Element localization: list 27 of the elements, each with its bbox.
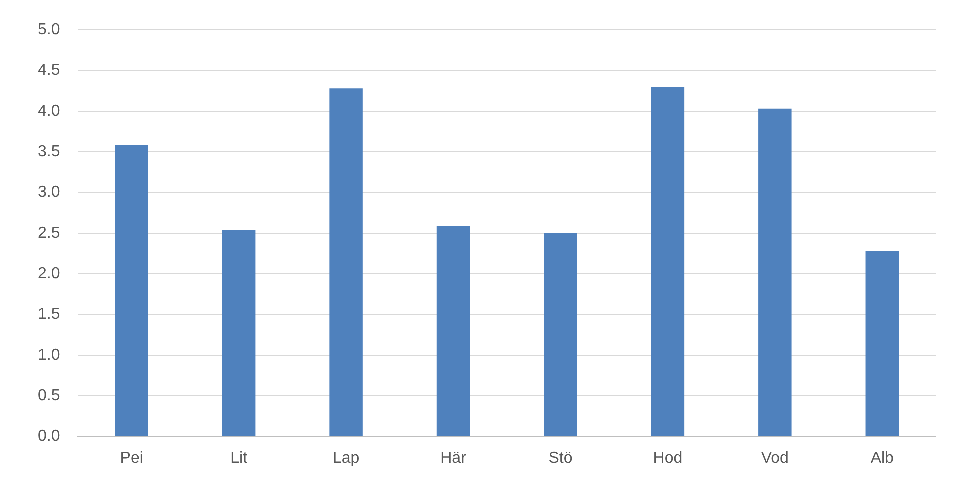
- x-tick-label: Lap: [332, 450, 360, 467]
- y-tick-label: 4.5: [38, 62, 60, 80]
- y-tick-label: 4.0: [38, 102, 60, 120]
- y-tick-label: 0.5: [38, 388, 60, 405]
- bar: [115, 146, 148, 436]
- x-tick-label: Här: [440, 450, 468, 467]
- y-tick-label: 3.5: [38, 143, 60, 160]
- y-tick-label: 3.0: [38, 184, 60, 202]
- bar: [436, 226, 470, 436]
- y-tick-label: 2.0: [38, 265, 60, 282]
- x-tick-label: Alb: [870, 450, 894, 467]
- y-tick-label: 0.0: [38, 428, 60, 446]
- bar: [758, 108, 792, 436]
- bar: [651, 86, 685, 436]
- x-tick-label: Pei: [120, 450, 144, 467]
- y-tick-label: 1.0: [38, 346, 60, 364]
- y-tick-label: 2.5: [38, 224, 60, 242]
- bar: [330, 88, 363, 436]
- bar: [544, 233, 578, 436]
- bar: [866, 251, 900, 436]
- x-tick-label: Hod: [653, 450, 683, 467]
- x-tick-label: Stö: [548, 450, 573, 467]
- y-tick-label: 5.0: [38, 21, 60, 38]
- bar: [222, 230, 256, 436]
- y-tick-label: 1.5: [38, 306, 60, 324]
- x-tick-label: Vod: [761, 450, 789, 467]
- x-tick-label: Lit: [230, 450, 248, 467]
